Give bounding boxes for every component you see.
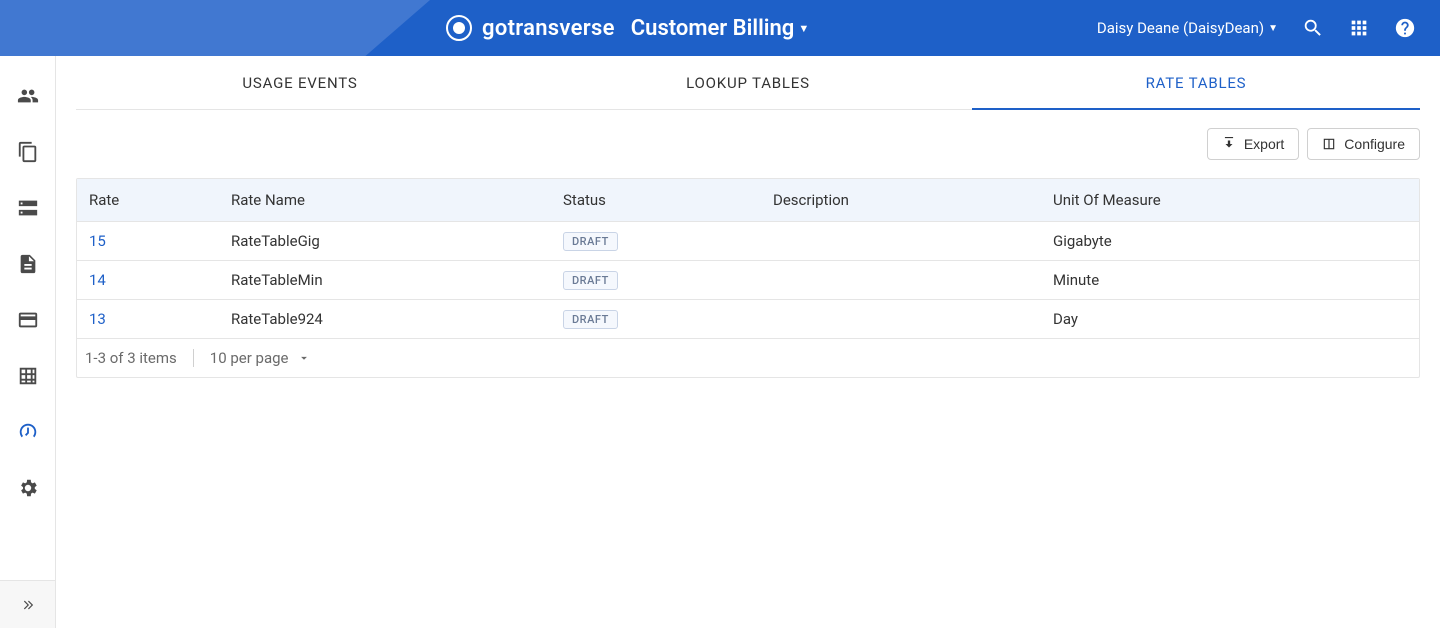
sidebar-item-billing[interactable] xyxy=(0,292,56,348)
credit-card-icon xyxy=(17,309,39,331)
page-title-dropdown[interactable]: Customer Billing ▼ xyxy=(631,16,809,41)
apps-grid-icon[interactable] xyxy=(1348,17,1370,39)
cell-status: DRAFT xyxy=(559,309,769,329)
column-header-uom[interactable]: Unit Of Measure xyxy=(1049,191,1411,209)
column-header-status[interactable]: Status xyxy=(559,191,769,209)
people-icon xyxy=(17,85,39,107)
cell-rate[interactable]: 15 xyxy=(85,232,227,250)
sidebar-item-dashboard[interactable] xyxy=(0,404,56,460)
export-button[interactable]: Export xyxy=(1207,128,1299,160)
document-icon xyxy=(17,253,39,275)
configure-button[interactable]: Configure xyxy=(1307,128,1420,160)
sidebar-item-copy[interactable] xyxy=(0,124,56,180)
sidebar-expand-button[interactable] xyxy=(0,580,55,628)
tab-lookup-tables[interactable]: LOOKUP TABLES xyxy=(524,56,972,109)
cell-uom: Gigabyte xyxy=(1049,232,1411,250)
cell-uom: Minute xyxy=(1049,271,1411,289)
header-accent xyxy=(0,0,430,56)
table-footer: 1-3 of 3 items 10 per page xyxy=(77,339,1419,377)
status-badge: DRAFT xyxy=(563,271,618,290)
sidebar-item-customers[interactable] xyxy=(0,68,56,124)
server-icon xyxy=(17,197,39,219)
grid-icon xyxy=(17,365,39,387)
export-label: Export xyxy=(1244,136,1284,152)
per-page-label: 10 per page xyxy=(210,349,289,367)
table-toolbar: Export Configure xyxy=(76,110,1420,178)
sidebar-item-tables[interactable] xyxy=(0,348,56,404)
caret-down-icon: ▼ xyxy=(1268,23,1278,34)
tab-rate-tables[interactable]: RATE TABLES xyxy=(972,56,1420,109)
table-row[interactable]: 14 RateTableMin DRAFT Minute xyxy=(77,261,1419,300)
status-badge: DRAFT xyxy=(563,232,618,251)
app-body: USAGE EVENTS LOOKUP TABLES RATE TABLES E… xyxy=(0,56,1440,628)
cell-name: RateTable924 xyxy=(227,310,559,328)
download-icon xyxy=(1222,137,1236,151)
cell-name: RateTableGig xyxy=(227,232,559,250)
sidebar-item-servers[interactable] xyxy=(0,180,56,236)
caret-down-icon: ▼ xyxy=(798,22,809,35)
app-header: gotransverse Customer Billing ▼ Daisy De… xyxy=(0,0,1440,56)
rate-tables-grid: Rate Rate Name Status Description Unit O… xyxy=(76,178,1420,378)
brand-logo[interactable]: gotransverse xyxy=(430,15,615,41)
tab-label: LOOKUP TABLES xyxy=(686,74,810,92)
user-display-name: Daisy Deane (DaisyDean) xyxy=(1097,19,1264,37)
columns-icon xyxy=(1322,137,1336,151)
cell-status: DRAFT xyxy=(559,231,769,251)
brand-name: gotransverse xyxy=(482,16,615,41)
item-count: 1-3 of 3 items xyxy=(85,349,177,367)
cell-status: DRAFT xyxy=(559,270,769,290)
cell-name: RateTableMin xyxy=(227,271,559,289)
tab-usage-events[interactable]: USAGE EVENTS xyxy=(76,56,524,109)
column-header-rate[interactable]: Rate xyxy=(85,191,227,209)
tab-label: USAGE EVENTS xyxy=(242,74,357,92)
cell-rate[interactable]: 13 xyxy=(85,310,227,328)
table-row[interactable]: 15 RateTableGig DRAFT Gigabyte xyxy=(77,222,1419,261)
main-content: USAGE EVENTS LOOKUP TABLES RATE TABLES E… xyxy=(56,56,1440,628)
configure-label: Configure xyxy=(1344,136,1405,152)
gauge-icon xyxy=(17,421,39,443)
table-header-row: Rate Rate Name Status Description Unit O… xyxy=(77,179,1419,222)
tab-label: RATE TABLES xyxy=(1146,74,1247,92)
help-icon[interactable] xyxy=(1394,17,1416,39)
sidebar-item-documents[interactable] xyxy=(0,236,56,292)
chevron-down-icon xyxy=(297,351,311,365)
logo-mark-icon xyxy=(446,15,472,41)
column-header-name[interactable]: Rate Name xyxy=(227,191,559,209)
table-row[interactable]: 13 RateTable924 DRAFT Day xyxy=(77,300,1419,339)
content-tabs: USAGE EVENTS LOOKUP TABLES RATE TABLES xyxy=(76,56,1420,110)
header-actions: Daisy Deane (DaisyDean) ▼ xyxy=(1097,17,1440,39)
search-icon[interactable] xyxy=(1302,17,1324,39)
column-header-description[interactable]: Description xyxy=(769,191,1049,209)
user-menu[interactable]: Daisy Deane (DaisyDean) ▼ xyxy=(1097,19,1278,37)
gear-icon xyxy=(17,477,39,499)
sidebar-item-settings[interactable] xyxy=(0,460,56,516)
sidebar-nav xyxy=(0,56,56,628)
page-title: Customer Billing xyxy=(631,16,795,41)
copy-icon xyxy=(17,141,39,163)
per-page-selector[interactable]: 10 per page xyxy=(193,349,311,367)
chevron-double-right-icon xyxy=(21,598,35,612)
status-badge: DRAFT xyxy=(563,310,618,329)
cell-uom: Day xyxy=(1049,310,1411,328)
cell-rate[interactable]: 14 xyxy=(85,271,227,289)
